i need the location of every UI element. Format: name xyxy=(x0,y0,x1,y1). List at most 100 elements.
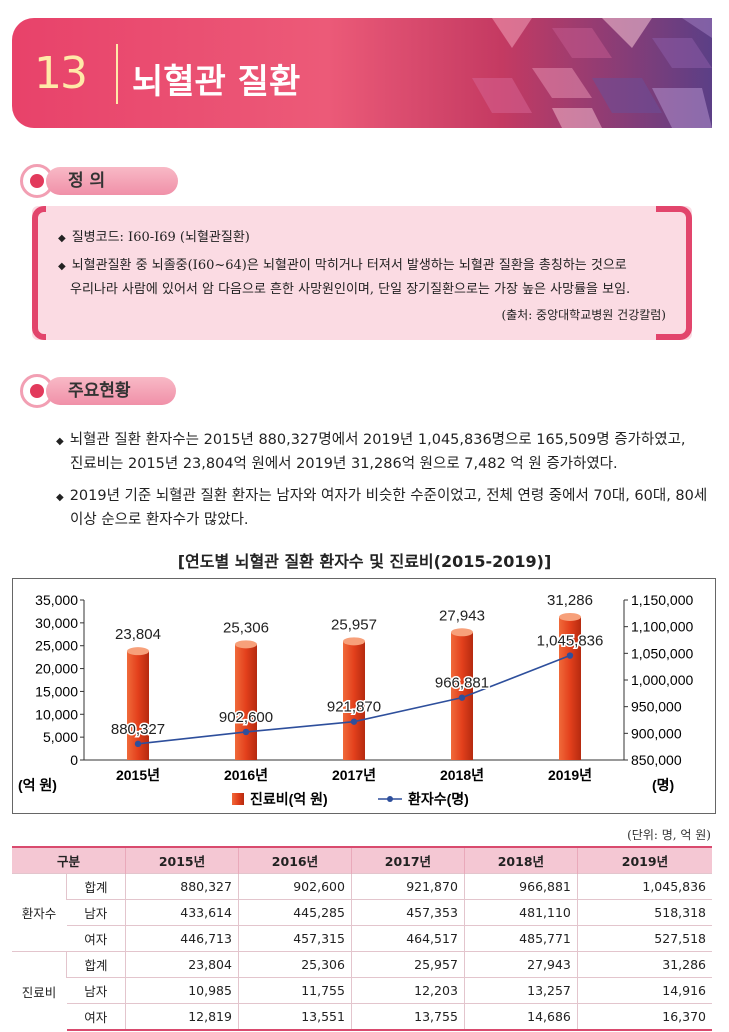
table-cell: 485,771 xyxy=(463,925,578,952)
table-cell: 14,686 xyxy=(463,1003,578,1031)
table-header-cell: 2018년 xyxy=(463,846,578,874)
table-header-cell: 2016년 xyxy=(237,846,352,874)
table-cell: 1,045,836 xyxy=(576,873,712,900)
header-banner: 13 뇌혈관 질환 xyxy=(12,18,712,128)
chart-title: [연도별 뇌혈관 질환 환자수 및 진료비(2015-2019)] xyxy=(177,552,552,571)
bar-top xyxy=(127,647,149,656)
bar-value-label: 25,306 xyxy=(223,619,269,636)
table-cell: 12,819 xyxy=(125,1003,239,1031)
table-row: 여자 12,819 13,551 13,755 14,686 16,370 xyxy=(12,1003,712,1031)
definition-source: (출처: 중앙대학교병원 건강칼럼) xyxy=(501,308,666,322)
header-divider xyxy=(116,44,118,104)
table-cell: 527,518 xyxy=(576,925,712,952)
right-tick-label: 850,000 xyxy=(631,752,682,768)
bar-value-label: 23,804 xyxy=(115,626,161,643)
bar-top xyxy=(451,628,473,637)
table-row: 환자수 합계 880,327 902,600 921,870 966,881 1… xyxy=(12,873,712,952)
x-tick-label: 2015년 xyxy=(116,767,160,783)
legend-line-marker xyxy=(387,796,393,802)
table-cell: 446,713 xyxy=(125,925,239,952)
banner-decoration xyxy=(472,18,712,128)
right-tick-label: 1,100,000 xyxy=(631,619,693,635)
table-cell: 13,257 xyxy=(463,977,578,1004)
left-tick-label: 20,000 xyxy=(35,661,78,677)
table-row: 진료비 합계 23,804 25,306 25,957 27,943 31,28… xyxy=(12,951,712,1030)
line-point xyxy=(566,652,574,659)
table-cell: 25,306 xyxy=(237,951,352,978)
right-tick-label: 900,000 xyxy=(631,725,682,741)
section-bullet-icon xyxy=(20,374,54,408)
right-axis-unit: (명) xyxy=(652,777,674,793)
bracket-left xyxy=(32,206,46,340)
definition-line: 우리나라 사람에 있어서 암 다음으로 흔한 사망원인이며, 단일 장기질환으로… xyxy=(70,282,631,297)
table-row-label: 여자 xyxy=(66,1003,126,1031)
table-cell: 433,614 xyxy=(125,899,239,926)
table-cell: 13,755 xyxy=(350,1003,465,1031)
table-cell: 457,353 xyxy=(350,899,465,926)
right-tick-label: 950,000 xyxy=(631,699,682,715)
table-cell: 13,551 xyxy=(237,1003,352,1031)
line-point xyxy=(350,718,358,725)
status-line: 이상 순으로 환자수가 많았다. xyxy=(70,512,249,528)
table-row: 여자 446,713 457,315 464,517 485,771 527,5… xyxy=(12,925,712,952)
table-cell: 14,916 xyxy=(576,977,712,1004)
table-cell: 10,985 xyxy=(125,977,239,1004)
status-line: 진료비는 2015년 23,804억 원에서 2019년 31,286억 원으로… xyxy=(70,456,618,472)
line-value-label: 966,881 xyxy=(435,675,489,692)
left-tick-label: 10,000 xyxy=(35,706,78,722)
table-cell: 445,285 xyxy=(237,899,352,926)
bracket-right xyxy=(656,206,692,340)
x-tick-label: 2018년 xyxy=(440,767,484,783)
table-row-label: 합계 xyxy=(66,951,126,978)
chapter-number: 13 xyxy=(34,48,88,99)
table-cell: 12,203 xyxy=(350,977,465,1004)
left-axis-unit: (억 원) xyxy=(18,777,57,793)
definition-box: 질병코드: I60-I69 (뇌혈관질환) 뇌혈관질환 중 뇌졸중(I60~64… xyxy=(32,206,692,340)
line-value-label: 880,327 xyxy=(111,721,165,738)
table-header-row: 구분 2015년 2016년 2017년 2018년 2019년 xyxy=(12,846,712,874)
bar-top xyxy=(343,637,365,646)
table-header-cell: 2017년 xyxy=(350,846,465,874)
table-cell: 31,286 xyxy=(576,951,712,978)
left-tick-label: 30,000 xyxy=(35,615,78,631)
table-cell: 902,600 xyxy=(237,873,352,900)
data-table: 구분 2015년 2016년 2017년 2018년 2019년 환자수 합계 … xyxy=(12,846,712,1031)
table-row-label: 남자 xyxy=(66,899,126,926)
table-cell: 25,957 xyxy=(350,951,465,978)
bar-value-label: 25,957 xyxy=(331,616,377,633)
left-tick-label: 15,000 xyxy=(35,683,78,699)
table-row-label: 남자 xyxy=(66,977,126,1004)
table-row-label: 합계 xyxy=(66,873,126,900)
x-tick-label: 2019년 xyxy=(548,767,592,783)
table-header-cell: 2015년 xyxy=(125,846,239,874)
table-cell: 16,370 xyxy=(576,1003,712,1031)
left-tick-label: 5,000 xyxy=(43,729,78,745)
right-tick-label: 1,050,000 xyxy=(631,645,693,661)
x-tick-label: 2017년 xyxy=(332,767,376,783)
table-cell: 966,881 xyxy=(463,873,578,900)
legend-bar-swatch xyxy=(232,793,244,805)
status-line: 2019년 기준 뇌혈관 질환 환자는 남자와 여자가 비슷한 수준이었고, 전… xyxy=(56,484,708,505)
table-unit: (단위: 명, 억 원) xyxy=(627,828,711,842)
table-row-label: 여자 xyxy=(66,925,126,952)
line-point xyxy=(458,694,466,701)
table-group-label: 환자수 xyxy=(12,873,67,952)
line-value-label: 1,045,836 xyxy=(537,633,604,650)
table-cell: 880,327 xyxy=(125,873,239,900)
line-point xyxy=(134,740,142,748)
line-point xyxy=(242,728,250,736)
left-tick-label: 35,000 xyxy=(35,592,78,608)
bar-value-label: 27,943 xyxy=(439,607,485,624)
right-tick-label: 1,150,000 xyxy=(631,592,693,608)
status-line: 뇌혈관 질환 환자수는 2015년 880,327명에서 2019년 1,045… xyxy=(56,428,686,449)
right-tick-label: 1,000,000 xyxy=(631,672,693,688)
bar xyxy=(127,651,149,760)
bar-top xyxy=(235,640,257,649)
table-cell: 27,943 xyxy=(463,951,578,978)
table-cell: 457,315 xyxy=(237,925,352,952)
bar xyxy=(343,641,365,760)
x-tick-label: 2016년 xyxy=(224,767,268,783)
section-definition-title: 정 의 xyxy=(46,167,178,195)
table-header-cell: 구분 xyxy=(12,846,126,874)
bar xyxy=(559,616,581,760)
